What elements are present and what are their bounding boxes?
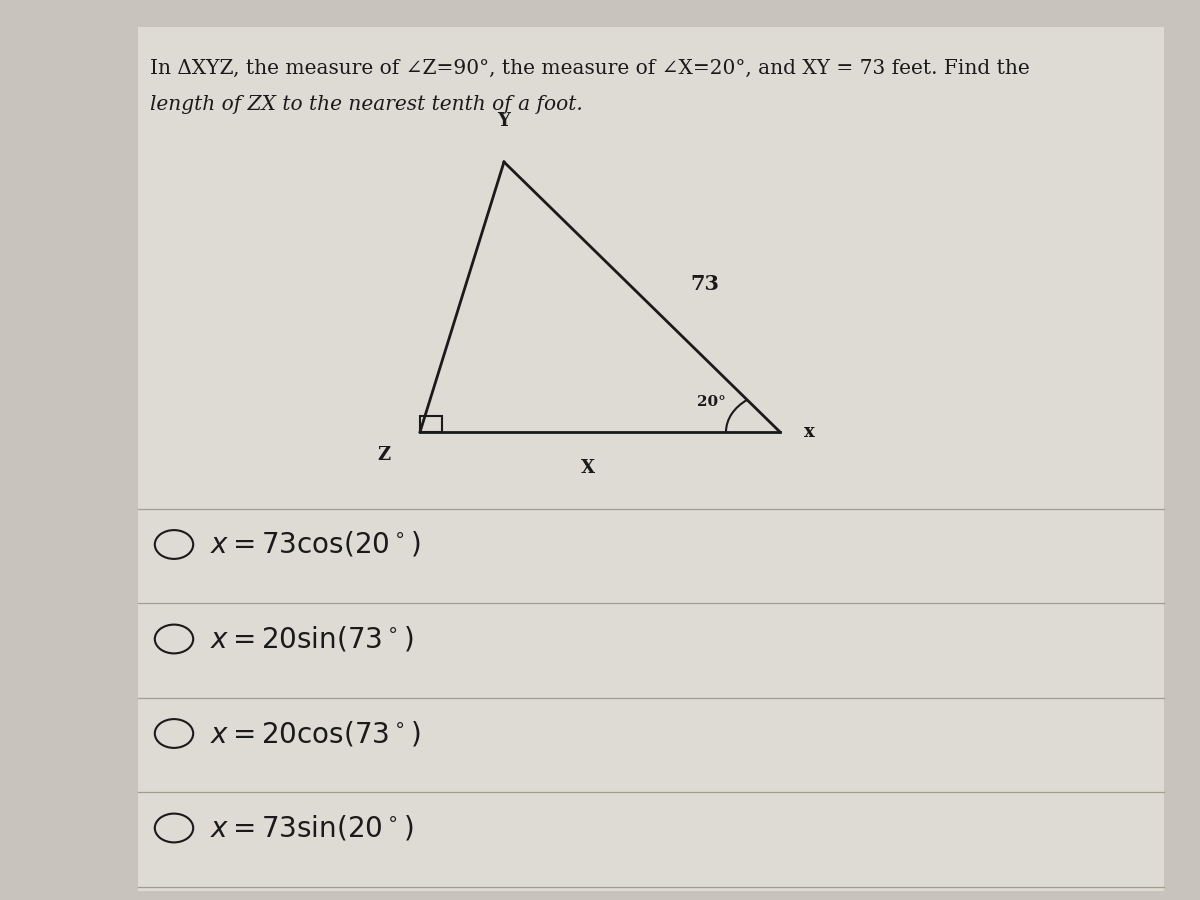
- Text: 20°: 20°: [697, 395, 726, 410]
- Text: length of ZX to the nearest tenth of a foot.: length of ZX to the nearest tenth of a f…: [150, 94, 583, 113]
- Text: In ΔXYZ, the measure of ∠Z=90°, the measure of ∠X=20°, and XY = 73 feet. Find th: In ΔXYZ, the measure of ∠Z=90°, the meas…: [150, 58, 1030, 77]
- Text: Z: Z: [377, 446, 390, 464]
- Text: Y: Y: [498, 112, 510, 130]
- Text: X: X: [581, 459, 595, 477]
- Text: $x = 73\cos(20^\circ)$: $x = 73\cos(20^\circ)$: [210, 530, 420, 559]
- Bar: [420, 416, 442, 432]
- Text: $x = 73\sin(20^\circ)$: $x = 73\sin(20^\circ)$: [210, 814, 414, 842]
- Text: 73: 73: [690, 274, 719, 293]
- Text: $x = 20\sin(73^\circ)$: $x = 20\sin(73^\circ)$: [210, 625, 414, 653]
- Text: x: x: [804, 423, 815, 441]
- Text: $x = 20\cos(73^\circ)$: $x = 20\cos(73^\circ)$: [210, 719, 420, 748]
